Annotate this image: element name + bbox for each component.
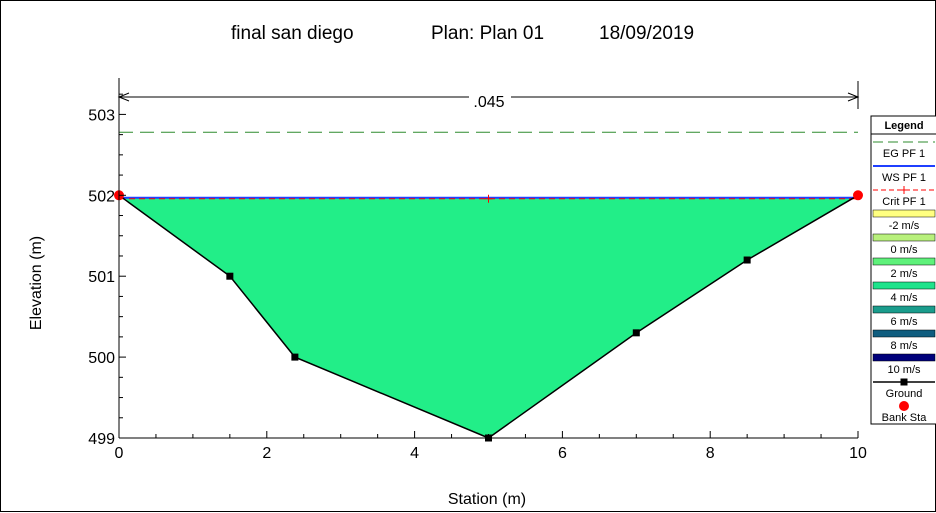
- y-axis-label: Elevation (m): [28, 236, 45, 330]
- y-tick-label: 501: [88, 269, 115, 286]
- manning-n-label: .045: [473, 94, 504, 111]
- ground-point: [632, 329, 640, 337]
- title-plan: Plan: Plan 01: [431, 23, 544, 44]
- x-tick-label: 0: [115, 445, 124, 462]
- legend-velocity-swatch: [872, 257, 936, 266]
- title-date: 18/09/2019: [599, 23, 694, 44]
- legend-velocity-swatch: [872, 281, 936, 290]
- profile-lines-layer: [119, 131, 858, 203]
- legend-entry-label: Ground: [886, 388, 923, 400]
- legend-ground-marker: [900, 378, 908, 386]
- legend-velocity-swatch: [872, 209, 936, 218]
- x-tick-label: 10: [849, 445, 867, 462]
- water-area-layer: [119, 195, 858, 438]
- manning-n-annotation: .045: [117, 81, 860, 111]
- x-tick-label: 2: [262, 445, 271, 462]
- n-arrow-right: [847, 92, 860, 102]
- bank-station-point: [853, 190, 863, 201]
- ground-point: [743, 256, 751, 264]
- legend-entry-label: 8 m/s: [891, 340, 918, 352]
- x-axis-label: Station (m): [448, 491, 526, 508]
- x-tick-label: 6: [558, 445, 567, 462]
- y-tick-label: 499: [88, 431, 115, 448]
- x-tick-label: 8: [706, 445, 715, 462]
- legend-entry-label: 10 m/s: [887, 364, 921, 376]
- legend-entry-label: 0 m/s: [891, 244, 918, 256]
- axes-layer: 0 2 4 6 8 10 499 500 501 502 503: [88, 78, 867, 462]
- y-tick-label: 503: [88, 107, 115, 124]
- legend-title: Legend: [884, 120, 923, 132]
- x-tick-label: 4: [410, 445, 419, 462]
- n-arrow-left: [117, 92, 130, 102]
- title-project: final san diego: [231, 23, 354, 44]
- crit-pf1-marker: [484, 194, 493, 203]
- y-tick-label: 502: [88, 188, 115, 205]
- legend-velocity-swatch: [872, 353, 936, 362]
- legend-entry-label: 6 m/s: [891, 316, 918, 328]
- ground-point: [291, 353, 299, 361]
- legend-entry-label: WS PF 1: [882, 172, 926, 184]
- legend-entry-label: 2 m/s: [891, 268, 918, 280]
- legend: Legend EG PF 1 WS PF 1 Crit PF 1 -2 m/s 0 m/s…: [870, 115, 936, 425]
- water-area: [119, 195, 858, 438]
- y-tick-label: 500: [88, 350, 115, 367]
- legend-entry-label: Bank Sta: [882, 412, 928, 424]
- legend-velocity-swatch: [872, 305, 936, 314]
- legend-velocity-swatch: [872, 233, 936, 242]
- legend-velocity-swatch: [872, 329, 936, 338]
- legend-entry-label: -2 m/s: [889, 220, 920, 232]
- legend-entry-label: Crit PF 1: [882, 196, 925, 208]
- legend-box: [870, 115, 936, 425]
- legend-crit-marker: [900, 186, 908, 194]
- ground-point: [226, 272, 234, 280]
- legend-entry-label: EG PF 1: [883, 148, 925, 160]
- legend-entry-label: 4 m/s: [891, 292, 918, 304]
- legend-bank-symbol: [899, 401, 909, 411]
